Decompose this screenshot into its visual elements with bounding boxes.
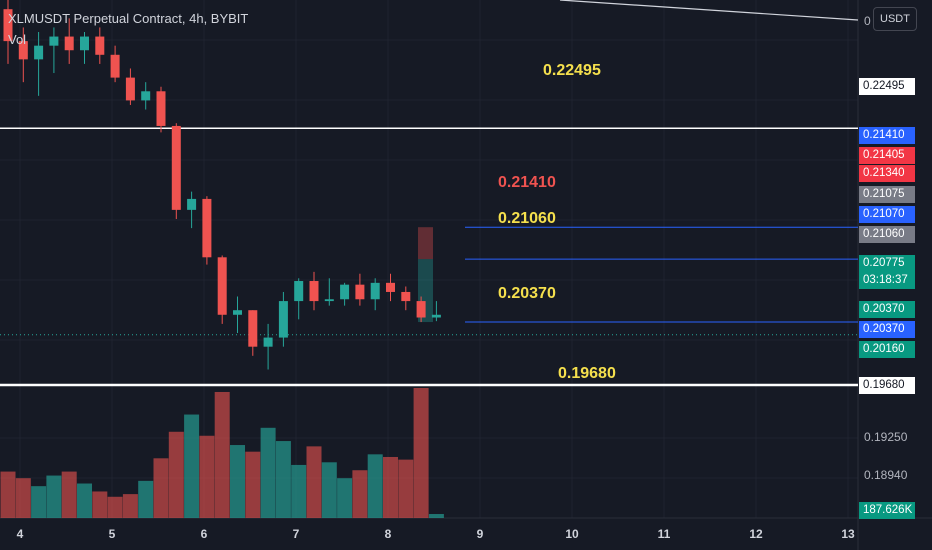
candle-body [49,36,59,46]
price-axis-label: 03:18:37 [859,272,915,289]
time-axis-label: 7 [292,527,300,541]
candle-body [3,9,13,42]
price-axis-label: 0.21060 [859,226,915,243]
volume-bar [168,431,184,518]
volume-bar [107,496,123,518]
candle-body [416,301,426,318]
volume-bar [46,475,62,518]
volume-bar [352,470,368,518]
price-axis-label: 0.20775 [859,255,915,272]
candle-body [80,36,89,51]
candle-body [401,291,411,302]
time-axis-label: 8 [384,527,392,541]
time-axis-label: 12 [749,527,763,541]
candle-body [278,301,288,338]
candle-body [202,198,212,258]
volume-indicator-label: Vol [8,32,27,47]
candle-body [355,284,365,300]
volume-bar [337,478,353,518]
price-axis-label: 0.21340 [859,165,915,182]
price-axis-label: 0.20160 [859,341,915,358]
volume-bar [428,514,444,518]
volume-bar [260,427,276,518]
level-annotation: 0.21410 [498,174,556,191]
candle-body [34,45,44,60]
price-axis-label: 0.21070 [859,206,915,223]
candle-body [324,299,334,302]
volume-bar [199,435,215,518]
volume-bar [122,494,138,518]
candle-body [340,284,350,300]
candle-body [294,281,304,302]
volume-bar [230,445,245,518]
candle-body [187,198,197,210]
volume-bar [15,478,31,518]
price-axis-tick: 0.19250 [864,430,908,444]
time-axis-label: 9 [476,527,484,541]
currency-button[interactable]: USDT [873,7,917,31]
price-axis-label: 0.20370 [859,321,915,338]
time-axis-label: 11 [657,527,671,541]
candle-body [217,257,227,315]
candle-body [156,91,166,126]
volume-bar [291,464,307,518]
price-axis-tick: 0.18940 [864,468,908,482]
volume-bar [31,486,47,518]
price-axis-label: 187.626K [859,502,915,519]
price-axis-label: 0.21410 [859,127,915,144]
candle-body [233,310,242,315]
candle-body [110,54,120,78]
time-axis-label: 5 [108,527,116,541]
candle-body [431,314,441,318]
volume-bar [184,414,200,518]
volume-bar [153,458,169,518]
time-axis-label: 4 [16,527,24,541]
volume-bar [61,471,77,518]
level-annotation: 0.19680 [558,365,616,382]
volume-bar [383,456,398,518]
price-axis-label: 0.21405 [859,147,915,164]
price-axis-label: 0.21075 [859,186,915,203]
candle-body [18,41,28,60]
price-axis-label: 0.20370 [859,301,915,318]
time-axis-label: 13 [841,527,855,541]
stop-zone [418,227,433,260]
candle-body [171,125,181,210]
volume-bar [398,459,414,518]
candle-body [64,36,74,51]
candle-body [95,36,105,55]
candle-body [141,91,151,101]
level-annotation: 0.20370 [498,285,556,302]
candle-body [263,337,273,347]
axis-tick-zero: 0 [864,14,871,28]
candle-body [370,282,380,300]
volume-bar [214,391,230,518]
price-axis-label: 0.19680 [859,377,915,394]
symbol-title: XLMUSDT Perpetual Contract, 4h, BYBIT [8,11,249,26]
volume-bar [367,454,383,518]
volume-bar [321,462,337,518]
candle-body [125,77,135,101]
candle-body [248,310,258,347]
volume-bar [413,388,429,518]
volume-bar [306,446,322,518]
time-axis-label: 6 [200,527,208,541]
volume-bar [245,451,261,518]
candle-body [386,282,395,292]
volume-bar [77,483,92,518]
volume-bar [0,471,16,518]
volume-bar [92,491,108,518]
level-annotation: 0.22495 [543,62,601,79]
volume-bar [275,441,291,518]
volume-bar [138,480,154,518]
level-annotation: 0.21060 [498,210,556,227]
time-axis-label: 10 [565,527,579,541]
price-axis-label: 0.22495 [859,78,915,95]
candle-body [309,281,319,302]
trend-line [559,0,859,21]
